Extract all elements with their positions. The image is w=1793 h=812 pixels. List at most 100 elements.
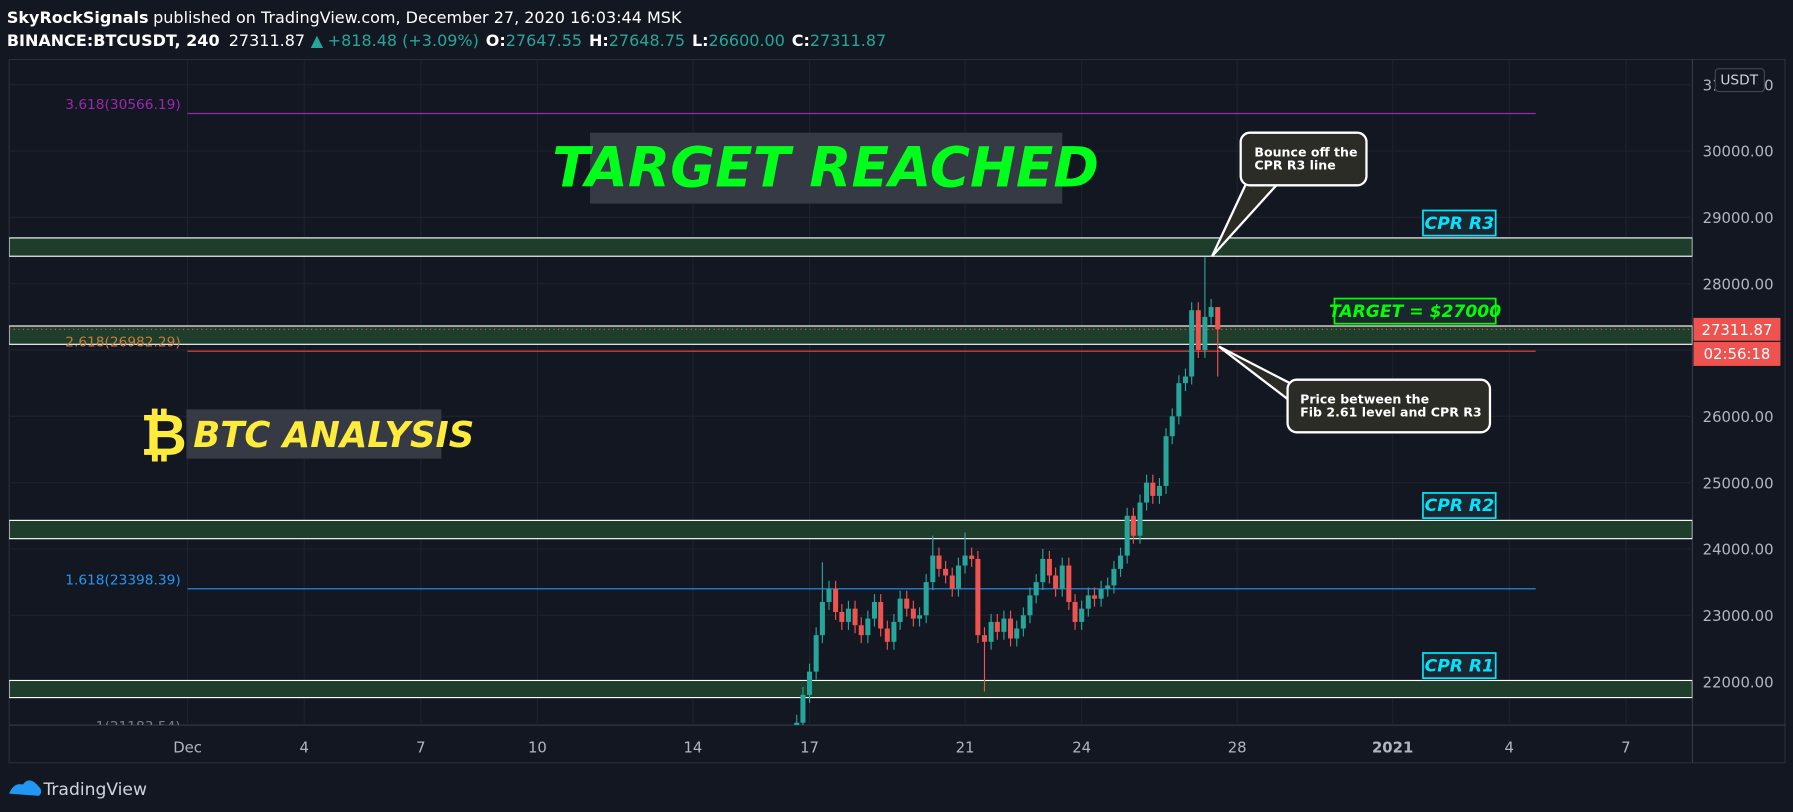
ohlc-label: L: — [692, 31, 709, 50]
candle-body — [1150, 482, 1156, 496]
candle-body — [1137, 502, 1143, 536]
candle-body — [819, 602, 825, 636]
analysis-title: BTC ANALYSIS — [193, 415, 474, 456]
x-tick-label: 24 — [1072, 738, 1091, 756]
candle-body — [1085, 595, 1091, 609]
candle-body — [975, 558, 981, 636]
candle-body — [1163, 436, 1169, 486]
zone-label-box — [1422, 652, 1497, 680]
candle-body — [884, 628, 890, 642]
candle-body — [1072, 602, 1078, 622]
ohlc-value: 27648.75 — [609, 31, 685, 50]
fib-label: 1(21183.54) — [96, 719, 181, 735]
candle-body — [949, 575, 955, 589]
callout-box — [1286, 378, 1492, 434]
y-tick-label: 24000.00 — [1703, 541, 1774, 559]
candle-body — [1202, 316, 1208, 350]
header-line-2: BINANCE:BTCUSDT, 240 27311.87 ▲ +818.48 (+3… — [7, 31, 886, 50]
candle-body — [813, 635, 819, 672]
zone-label: CPR R1 — [1425, 656, 1494, 676]
callout-box — [1239, 131, 1368, 187]
ohlc-label: H: — [589, 31, 609, 50]
currency: USDT — [1720, 73, 1758, 89]
candle-body — [1124, 515, 1130, 556]
candle-body — [1014, 628, 1020, 639]
candle-body — [897, 598, 903, 622]
header-line-1: SkyRockSignals published on TradingView.c… — [7, 8, 682, 27]
candle-body — [865, 618, 871, 636]
candle-body — [1020, 615, 1026, 629]
candle-body — [1091, 595, 1098, 599]
candle-body — [839, 611, 845, 622]
y-tick-label: 26000.00 — [1703, 408, 1774, 426]
callout-line: Fib 2.61 level and CPR R3 — [1300, 404, 1482, 419]
symbol: BINANCE:BTCUSDT, 240 — [7, 31, 220, 50]
candle-body — [871, 602, 877, 619]
candle-body — [1189, 310, 1195, 377]
x-tick-label: 10 — [528, 738, 547, 756]
zone-label: CPR R3 — [1425, 214, 1494, 234]
candle-body — [910, 608, 916, 619]
candle-body — [1176, 383, 1182, 417]
zone-label-box — [1422, 209, 1497, 237]
countdown-label: 02:56:18 — [1704, 345, 1771, 363]
candles — [794, 257, 1221, 726]
analysis-box — [186, 409, 442, 459]
frame — [8, 58, 1786, 764]
up-arrow: ▲ — [311, 31, 324, 50]
candle-body — [845, 608, 851, 622]
x-tick-label: 14 — [683, 738, 702, 756]
candle-body — [1053, 575, 1059, 589]
last-price-label: 27311.87 — [1702, 321, 1773, 339]
zones — [9, 237, 1693, 699]
headline-box — [590, 132, 1063, 204]
zone-label-box — [1422, 492, 1497, 519]
fib-label: 1.618(23398.39) — [65, 572, 180, 588]
fib-label: 2.618(26982.29) — [65, 335, 180, 351]
y-tick-label: 23000.00 — [1703, 607, 1774, 625]
candle-body — [904, 598, 910, 609]
candle-body — [1008, 618, 1014, 639]
candle-body — [1040, 558, 1046, 583]
last-price-tag — [1693, 317, 1781, 341]
candle-body — [988, 621, 994, 642]
x-tick-label: 4 — [299, 738, 308, 756]
headline: TARGET REACHED — [552, 135, 1099, 199]
x-tick-label: 7 — [1621, 738, 1630, 756]
candle-body — [1001, 618, 1007, 632]
candle-body — [1144, 482, 1150, 503]
x-tick-label: Dec — [173, 738, 202, 756]
candle-body — [1169, 416, 1175, 437]
brand: TradingView — [42, 780, 147, 800]
x-tick-label: 17 — [800, 738, 819, 756]
published: published on TradingView.com, December 2… — [153, 8, 682, 27]
author: SkyRockSignals — [7, 8, 149, 27]
candle-body — [1118, 555, 1124, 569]
candle-body — [1079, 608, 1085, 622]
y-tick-label: 30000.00 — [1703, 143, 1774, 161]
candle-body — [807, 671, 813, 695]
candle-body — [930, 555, 936, 583]
candle-body — [1033, 582, 1039, 596]
candle-body — [1105, 585, 1111, 589]
candle-body — [878, 602, 884, 629]
callout-line: Price between the — [1300, 392, 1429, 407]
x-tick-label: 7 — [416, 738, 425, 756]
candle-body — [936, 555, 942, 569]
y-tick-label: 29000.00 — [1703, 209, 1774, 227]
zone-label-box — [1333, 297, 1497, 325]
candle-body — [858, 625, 864, 636]
candle-body — [962, 555, 968, 566]
candle-body — [994, 621, 1000, 632]
x-tick-label: 21 — [956, 738, 975, 756]
candle-body — [981, 635, 988, 642]
callout-text: Bounce off the CPR R3 line — [1254, 145, 1357, 173]
brand-logo — [9, 780, 42, 796]
candle-body — [955, 565, 961, 589]
candle-body — [800, 694, 806, 723]
candle-body — [943, 568, 949, 576]
candle-body — [826, 588, 832, 603]
candle-body — [1098, 588, 1104, 599]
